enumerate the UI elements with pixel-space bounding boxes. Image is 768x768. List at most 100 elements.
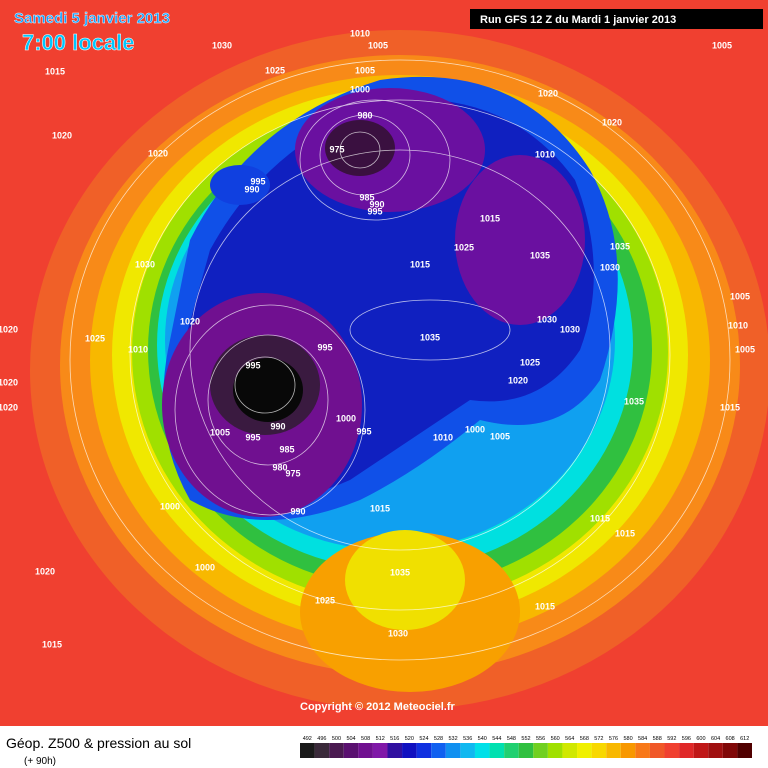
- scale-label: 600: [696, 736, 705, 742]
- isobar-label: 1035: [530, 250, 550, 260]
- isobar-label: 1030: [600, 262, 620, 272]
- isobar: [69, 59, 731, 661]
- scale-swatch: [314, 743, 330, 758]
- isobar-label: 975: [329, 144, 344, 154]
- isobar-label: 1015: [480, 213, 500, 223]
- scale-swatch: [402, 743, 417, 758]
- local-time: 7:00 locale: [22, 30, 135, 55]
- isobar-label: 1020: [35, 566, 55, 576]
- isobar-label: 1005: [210, 427, 230, 437]
- isobar-label: 1020: [0, 324, 18, 334]
- scale-label: 512: [376, 736, 385, 742]
- scale-label: 524: [419, 736, 428, 742]
- isobar: [207, 334, 329, 466]
- scale-swatch: [591, 743, 607, 758]
- isobar-label: 1010: [535, 149, 555, 159]
- scale-swatch: [708, 743, 723, 758]
- scale-swatch: [737, 743, 752, 758]
- isobar-labels: 1010 1005 1030 1005 1015 1025 1005 1000 1020 1020…: [0, 28, 755, 649]
- scale-swatch: [518, 743, 534, 758]
- scale-label: 556: [536, 736, 545, 742]
- isobar-label: 1000: [160, 501, 180, 511]
- scale-label: 500: [332, 736, 341, 742]
- isobar-label: 1020: [602, 117, 622, 127]
- isobar-label: 995: [245, 432, 260, 442]
- scale-swatch: [445, 743, 461, 758]
- isobar: [234, 356, 296, 414]
- scale-swatch: [664, 743, 680, 758]
- isobar: [319, 114, 411, 196]
- zone: [210, 165, 270, 205]
- isobar-label: 995: [356, 426, 371, 436]
- scale-swatch: [547, 743, 563, 758]
- scale-label: 604: [711, 736, 720, 742]
- isobar-label: 990: [270, 421, 285, 431]
- scale-label: 532: [449, 736, 458, 742]
- isobar-label: 1010: [350, 28, 370, 38]
- isobar-label: 975: [285, 468, 300, 478]
- isobar-label: 990: [290, 506, 305, 516]
- scale-swatch: [504, 743, 519, 758]
- scale-swatch: [358, 743, 373, 758]
- isobar-label: 1015: [720, 402, 740, 412]
- scale-swatch: [343, 743, 359, 758]
- scale-label: 504: [346, 736, 355, 742]
- scale-swatch: [431, 743, 446, 758]
- isobar-label: 1035: [624, 396, 644, 406]
- isobar-label: 1005: [368, 40, 388, 50]
- isobar-label: 1020: [508, 375, 528, 385]
- scale-label: 612: [740, 736, 749, 742]
- scale-label: 492: [303, 736, 312, 742]
- isobar-label: 1000: [336, 413, 356, 423]
- scale-label: 576: [609, 736, 618, 742]
- isobar-label: 1020: [180, 316, 200, 326]
- scale-swatch: [533, 743, 548, 758]
- scale-swatch: [387, 743, 403, 758]
- isobar-label: 1015: [535, 601, 555, 611]
- scale-swatch: [372, 743, 388, 758]
- isobar-label: 985: [359, 192, 374, 202]
- isobar-label: 1000: [465, 424, 485, 434]
- scale-label: 572: [594, 736, 603, 742]
- isobar-label: 995: [250, 176, 265, 186]
- run-box: [470, 9, 763, 29]
- scale-swatch: [577, 743, 592, 758]
- map: 1010 1005 1030 1005 1015 1025 1005 1000 1020 1020…: [0, 0, 768, 726]
- isobar-label: 1035: [610, 241, 630, 251]
- scale-label: 544: [492, 736, 501, 742]
- isobar-label: 1030: [537, 314, 557, 324]
- scale-label: 564: [565, 736, 574, 742]
- scale-label: 536: [463, 736, 472, 742]
- isobar: [174, 304, 366, 516]
- scale-swatch: [606, 743, 621, 758]
- scale-swatch: [489, 743, 505, 758]
- isobar-label: 1015: [410, 259, 430, 269]
- isobar-label: 1025: [315, 595, 335, 605]
- scale-swatch: [474, 743, 490, 758]
- isobar-label: 995: [317, 342, 332, 352]
- isobar: [129, 99, 671, 611]
- isobar: [339, 131, 381, 169]
- scale-label: 552: [521, 736, 530, 742]
- isobar: [299, 99, 451, 221]
- scale-label: 568: [580, 736, 589, 742]
- scale-swatch: [649, 743, 665, 758]
- isobar-label: 1010: [433, 432, 453, 442]
- isobar-label: 1005: [355, 65, 375, 75]
- isobar-label: 990: [244, 184, 259, 194]
- isobar-label: 1030: [212, 40, 232, 50]
- isobar-label: 1015: [45, 66, 65, 76]
- isobar-label: 1005: [490, 431, 510, 441]
- isobar-label: 1030: [135, 259, 155, 269]
- isobar-label: 985: [279, 444, 294, 454]
- scale-label: 584: [638, 736, 647, 742]
- isobar-label: 1005: [735, 344, 755, 354]
- scale-label: 520: [405, 736, 414, 742]
- scale-swatch: [635, 743, 650, 758]
- scale-swatch: [722, 743, 738, 758]
- scale-label: 508: [361, 736, 370, 742]
- isobar-label: 1010: [128, 344, 148, 354]
- isobar-label: 995: [245, 360, 260, 370]
- isobar-label: 1030: [560, 324, 580, 334]
